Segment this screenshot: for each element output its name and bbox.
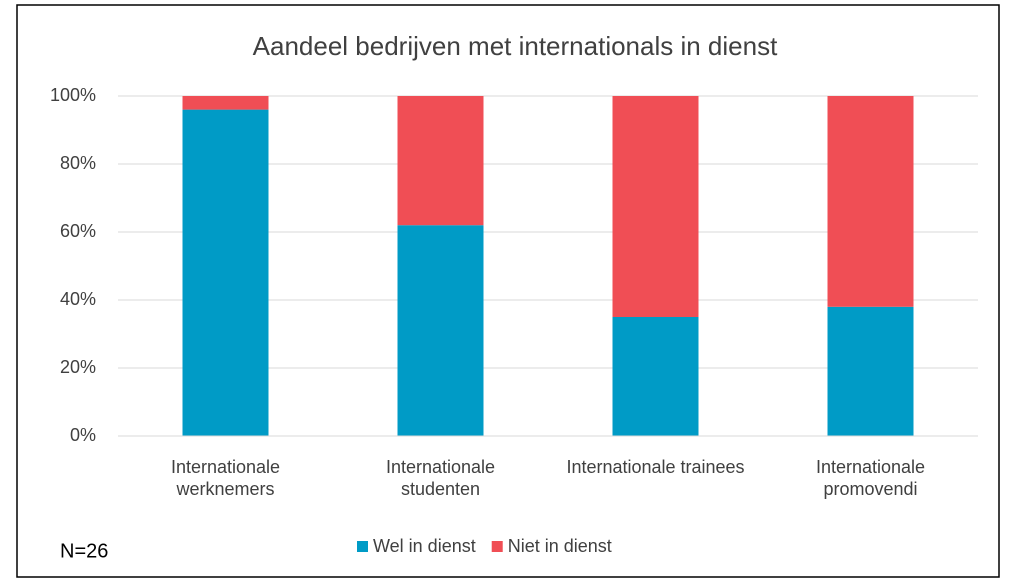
legend-swatch — [491, 541, 503, 552]
y-tick-label: 20% — [60, 357, 96, 377]
legend-swatch — [357, 541, 368, 552]
bar-segment — [827, 306, 914, 436]
bar-segment — [612, 96, 699, 317]
y-tick-label: 80% — [60, 153, 96, 173]
y-tick-label: 40% — [60, 289, 96, 309]
legend-label: Wel in dienst — [373, 536, 476, 556]
bar-segment — [397, 225, 484, 436]
bar-segment — [827, 96, 914, 307]
y-tick-label: 0% — [70, 425, 96, 445]
bar-segment — [397, 96, 484, 226]
x-tick-label: Internationale promovendi — [815, 457, 926, 499]
y-tick-label: 100% — [50, 85, 96, 105]
x-tick-label: Internationale werknemers — [170, 457, 281, 499]
chart-title: Aandeel bedrijven met internationals in … — [253, 31, 778, 61]
x-tick-label: Internationale trainees — [566, 457, 745, 477]
bar-segment — [182, 96, 269, 110]
annotation: N=26 — [60, 540, 108, 562]
y-tick-label: 60% — [60, 221, 96, 241]
bar-segment — [612, 317, 699, 436]
bar-segment — [182, 109, 269, 436]
x-tick-label: Internationale studenten — [385, 457, 496, 499]
legend-label: Niet in dienst — [508, 536, 612, 556]
